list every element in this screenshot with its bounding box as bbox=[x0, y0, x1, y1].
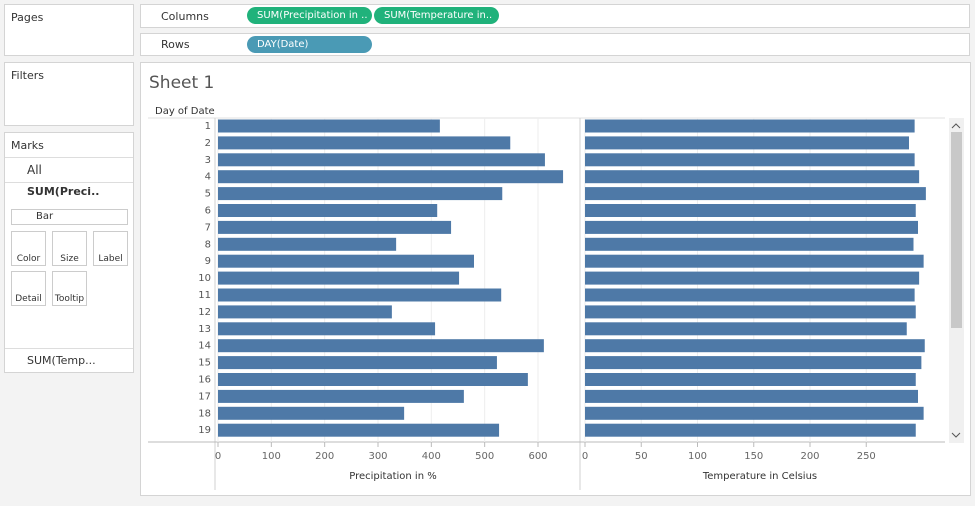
marks-card-2[interactable]: SUM(Temp... bbox=[27, 354, 96, 367]
pages-title: Pages bbox=[11, 11, 44, 24]
column-pill[interactable]: SUM(Precipitation in .. bbox=[247, 7, 372, 24]
divider bbox=[5, 157, 133, 158]
detail-button[interactable]: Detail bbox=[11, 271, 46, 306]
divider bbox=[5, 348, 133, 349]
pages-card: Pages bbox=[4, 4, 134, 56]
marks-title: Marks bbox=[11, 139, 44, 152]
sheet-title: Sheet 1 bbox=[149, 73, 215, 93]
rows-shelf: Rows DAY(Date) bbox=[140, 33, 970, 56]
size-button[interactable]: Size bbox=[52, 231, 87, 266]
columns-label: Columns bbox=[161, 10, 209, 23]
divider bbox=[5, 182, 133, 183]
column-pill[interactable]: SUM(Temperature in.. bbox=[374, 7, 499, 24]
marks-all[interactable]: All bbox=[27, 163, 42, 177]
columns-shelf: Columns SUM(Precipitation in .. SUM(Temp… bbox=[140, 4, 970, 28]
color-button[interactable]: Color bbox=[11, 231, 46, 266]
row-pill[interactable]: DAY(Date) bbox=[247, 36, 372, 53]
tooltip-button[interactable]: Tooltip bbox=[52, 271, 87, 306]
filters-title: Filters bbox=[11, 69, 44, 82]
mark-type: Bar bbox=[36, 211, 54, 222]
marks-card: Marks All SUM(Preci.. Bar Color Size Lab… bbox=[4, 132, 134, 373]
label-button[interactable]: Label bbox=[93, 231, 128, 266]
marks-card-1[interactable]: SUM(Preci.. bbox=[27, 185, 100, 198]
rows-label: Rows bbox=[161, 38, 190, 51]
mark-type-dropdown[interactable]: Bar bbox=[11, 209, 128, 225]
sheet: Sheet 1 bbox=[140, 62, 971, 496]
filters-card: Filters bbox=[4, 62, 134, 126]
